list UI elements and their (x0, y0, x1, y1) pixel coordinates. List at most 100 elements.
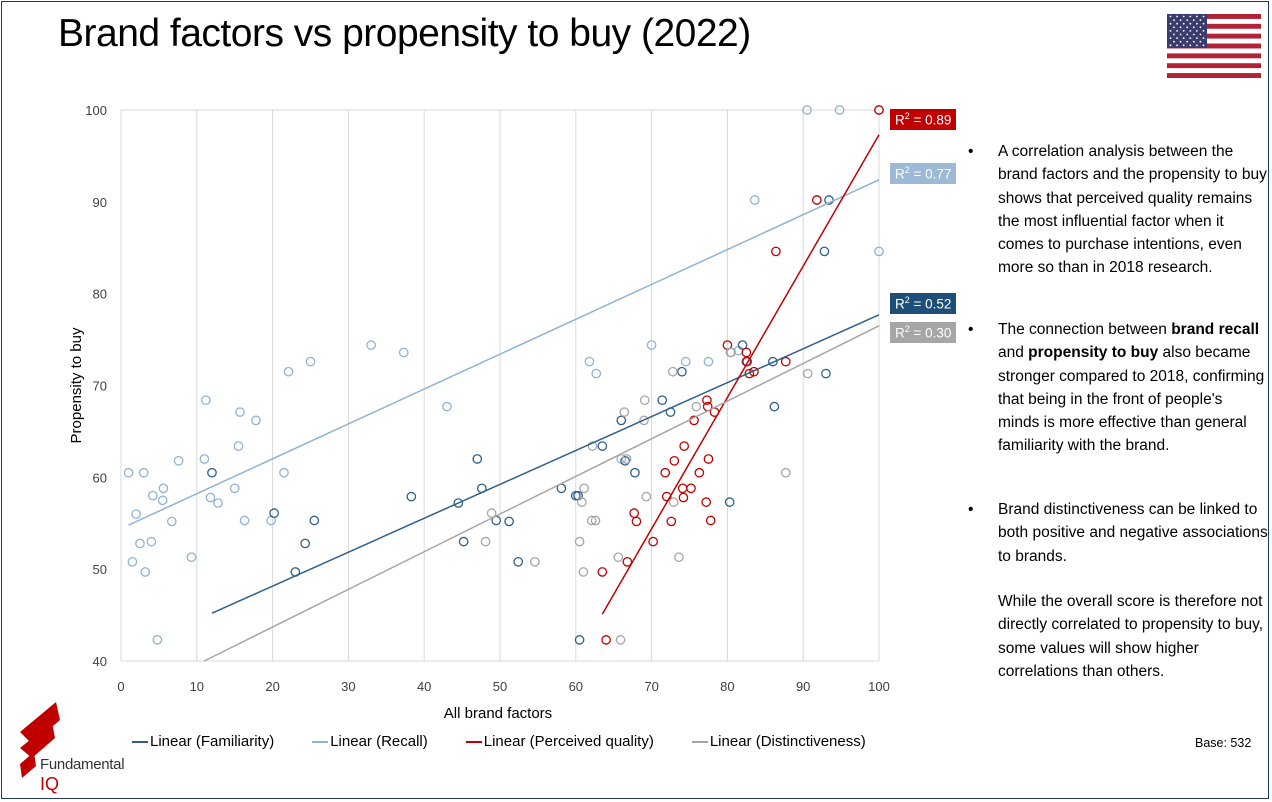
data-point-recall (235, 407, 245, 417)
data-point-distinctiveness (691, 401, 702, 412)
data-point-recall (283, 366, 294, 377)
y-axis-label: Propensity to buy (68, 327, 85, 443)
data-point-distinctiveness (530, 556, 540, 567)
data-point-familiarity (768, 356, 778, 367)
data-point-recall (201, 395, 211, 406)
data-point-distinctiveness (639, 395, 650, 406)
data-point-familiarity (657, 395, 668, 406)
data-point-distinctiveness (802, 368, 813, 379)
y-tick-label: 100 (85, 103, 107, 118)
data-point-distinctiveness (725, 347, 736, 358)
data-point-distinctiveness (621, 454, 632, 464)
data-point-distinctiveness (667, 366, 678, 377)
x-tick-label: 10 (190, 679, 204, 694)
y-tick-label: 60 (93, 470, 107, 485)
data-point-recall (127, 556, 138, 567)
data-point-distinctiveness (578, 567, 589, 577)
y-tick-label: 70 (93, 379, 107, 394)
data-point-familiarity (207, 467, 217, 478)
data-point-perceived-quality (648, 536, 658, 547)
r2-label-familiarity: R2 = 0.52 (890, 293, 957, 314)
x-tick-label: 20 (265, 679, 279, 694)
data-point-recall (646, 340, 657, 350)
x-axis-label: All brand factors (444, 705, 552, 722)
data-point-distinctiveness (668, 497, 679, 507)
data-point-familiarity (453, 498, 464, 508)
base-label: Base: 532 (1195, 736, 1252, 750)
data-point-recall (442, 401, 452, 412)
data-point-recall (398, 347, 409, 358)
data-point-perceived-quality (629, 508, 640, 518)
y-tick-label: 40 (93, 654, 107, 669)
data-point-recall (146, 536, 157, 547)
data-point-perceived-quality (742, 356, 752, 367)
data-point-perceived-quality (597, 567, 608, 577)
r2-label-recall: R2 = 0.77 (890, 163, 957, 184)
trendline-distinctiveness (203, 325, 880, 662)
data-point-perceived-quality (702, 395, 712, 406)
data-point-distinctiveness (639, 415, 649, 426)
data-point-familiarity (597, 441, 608, 451)
data-point-distinctiveness (615, 635, 626, 645)
us-flag-icon (1167, 14, 1261, 78)
data-point-distinctiveness (577, 497, 587, 507)
data-point-recall (166, 516, 177, 527)
legend-swatch (465, 740, 482, 743)
data-point-familiarity (677, 366, 687, 377)
data-point-perceived-quality (741, 347, 752, 358)
data-point-recall (131, 509, 142, 519)
chart-legend: Linear (Familiarity) Linear (Recall) Lin… (132, 733, 904, 750)
data-point-familiarity (737, 340, 748, 350)
fundamental-iq-logo-icon (20, 702, 60, 778)
data-point-familiarity (819, 246, 830, 257)
data-point-recall (834, 105, 845, 115)
data-point-recall (305, 356, 316, 367)
data-point-familiarity (513, 556, 524, 567)
data-point-perceived-quality (705, 515, 716, 526)
data-point-recall (233, 441, 244, 451)
data-point-distinctiveness (579, 483, 589, 494)
data-point-recall (199, 454, 210, 464)
data-point-recall (186, 552, 197, 563)
bullet-item: Brand distinctiveness can be linked to b… (968, 498, 1268, 568)
x-tick-label: 0 (117, 679, 124, 694)
data-point-perceived-quality (669, 455, 680, 466)
legend-item-distinctiveness: Linear (Distinctiveness) (691, 733, 866, 750)
trendline-perceived-quality (601, 134, 880, 615)
data-point-perceived-quality (601, 635, 611, 645)
x-tick-label: 40 (417, 679, 431, 694)
data-point-perceived-quality (694, 467, 705, 478)
data-point-recall (158, 483, 169, 494)
data-point-distinctiveness (613, 552, 624, 563)
data-point-recall (157, 495, 168, 506)
data-point-recall (279, 467, 289, 478)
page-title: Brand factors vs propensity to buy (2022… (58, 12, 751, 55)
data-point-perceived-quality (622, 556, 633, 567)
x-tick-label: 30 (341, 679, 355, 694)
data-point-distinctiveness (587, 441, 598, 451)
data-point-perceived-quality (666, 516, 677, 527)
data-point-distinctiveness (780, 467, 791, 478)
data-point-familiarity (458, 536, 469, 547)
data-point-recall (205, 492, 216, 503)
logo-text-iq: IQ (40, 774, 60, 794)
legend-item-recall: Linear (Recall) (312, 733, 428, 750)
data-point-perceived-quality (701, 497, 712, 507)
x-tick-label: 50 (493, 679, 507, 694)
data-point-perceived-quality (686, 483, 696, 494)
data-point-recall (138, 467, 149, 478)
data-point-perceived-quality (679, 441, 690, 451)
data-point-perceived-quality (771, 246, 781, 257)
x-tick-label: 90 (796, 679, 810, 694)
data-point-recall (591, 368, 602, 379)
y-tick-label: 50 (93, 562, 107, 577)
legend-item-perceived-quality: Linear (Perceived quality) (465, 733, 654, 750)
r2-label-distinctiveness: R2 = 0.30 (890, 322, 957, 343)
data-point-recall (229, 483, 240, 494)
trendline-recall (128, 179, 880, 526)
legend-item-familiarity: Linear (Familiarity) (132, 733, 274, 750)
data-point-distinctiveness (590, 515, 601, 526)
data-point-familiarity (769, 401, 780, 412)
bullet-item: The connection between brand recall and … (968, 318, 1268, 458)
